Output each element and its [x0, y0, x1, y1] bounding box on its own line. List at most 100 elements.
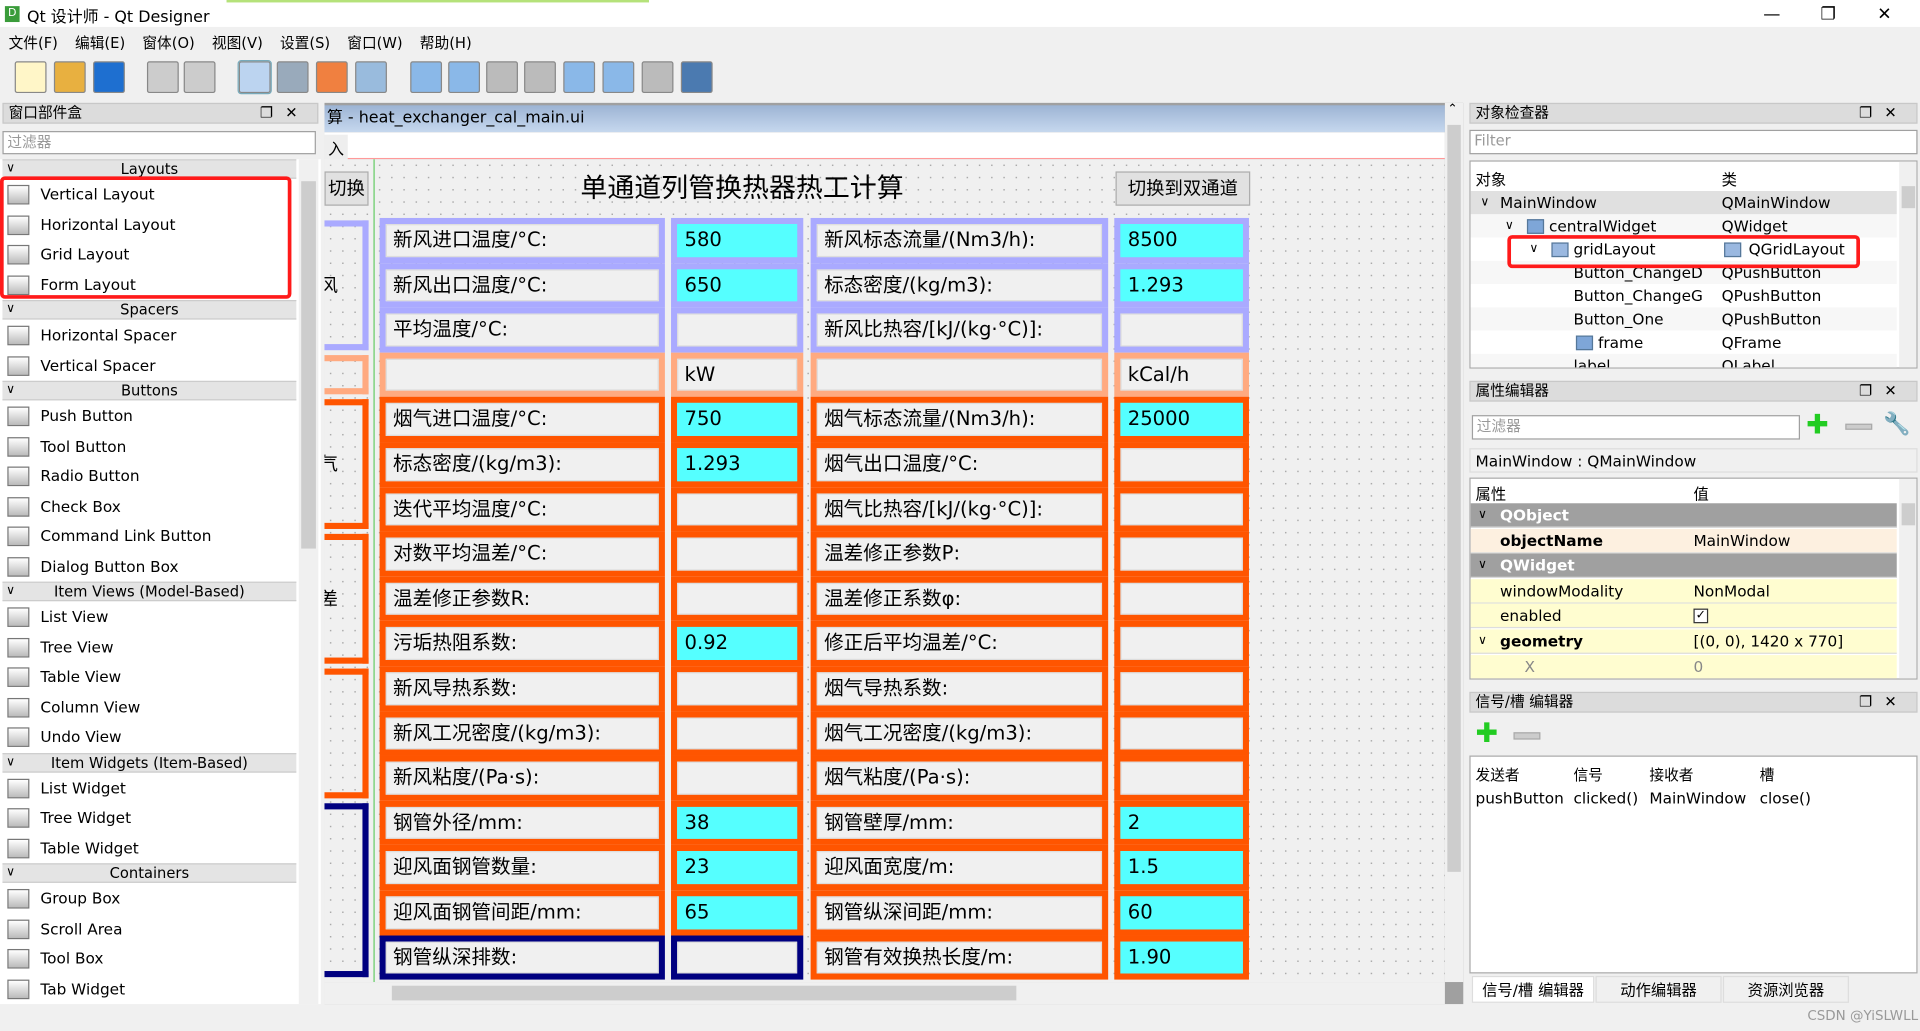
value-input[interactable]: 580 — [677, 224, 798, 257]
value-input[interactable] — [1120, 313, 1243, 347]
widget-filter-input[interactable]: 过滤器 — [2, 131, 316, 155]
value-input[interactable]: 38 — [677, 806, 798, 840]
property-row[interactable]: objectName MainWindow — [1470, 528, 1897, 553]
widget-item[interactable]: Vertical Spacer — [7, 352, 156, 379]
widget-item[interactable]: List Widget — [7, 774, 126, 801]
chevron-down-icon[interactable]: ∨ — [1477, 634, 1487, 648]
layout-vertical-icon[interactable] — [448, 61, 481, 94]
send-to-back-icon[interactable] — [146, 61, 179, 94]
dock-float-close-icons[interactable]: ❐✕ — [1859, 382, 1909, 400]
menu-item[interactable]: 窗体(O) — [142, 34, 195, 52]
value-input[interactable] — [677, 941, 798, 974]
save-icon[interactable] — [93, 61, 125, 94]
chevron-down-icon[interactable]: ∨ — [1477, 558, 1487, 573]
remove-connection-icon[interactable] — [1513, 732, 1541, 740]
value-field[interactable]: 1.293 — [671, 442, 804, 487]
object-tree-row[interactable]: ∨ centralWidget QWidget — [1470, 214, 1897, 238]
menu-item[interactable]: 帮助(H) — [419, 34, 472, 52]
value-field[interactable] — [1114, 486, 1249, 532]
value-field[interactable]: 750 — [671, 397, 804, 443]
widget-section-item-views-model-based-[interactable]: ∨ Item Views (Model-Based) — [2, 581, 297, 602]
object-filter-input[interactable]: Filter — [1469, 129, 1918, 155]
configure-wrench-icon[interactable]: 🔧 — [1883, 411, 1911, 438]
value-input[interactable] — [677, 672, 798, 705]
enabled-checkbox[interactable]: ✓ — [1693, 609, 1709, 624]
value-input[interactable] — [1120, 717, 1243, 750]
value-field[interactable]: 650 — [671, 262, 804, 308]
value-field[interactable] — [671, 576, 804, 622]
value-field[interactable] — [671, 935, 804, 980]
value-field[interactable] — [671, 486, 804, 532]
bottom-tab[interactable]: 动作编辑器 — [1595, 975, 1722, 1003]
value-input[interactable]: 65 — [677, 896, 798, 929]
widget-item[interactable]: Tool Button — [7, 433, 126, 460]
value-field[interactable]: kW — [671, 352, 804, 398]
chevron-down-icon[interactable]: ∨ — [6, 302, 16, 316]
value-input[interactable]: 1.293 — [677, 448, 798, 481]
value-input[interactable] — [1120, 582, 1243, 616]
value-input[interactable] — [1120, 627, 1243, 660]
edit-signals-slots-icon[interactable] — [276, 61, 309, 94]
value-field[interactable]: 65 — [671, 890, 804, 936]
object-tree-row[interactable]: Button_ChangeG QPushButton — [1470, 284, 1897, 308]
property-value[interactable]: [(0, 0), 1420 x 770] — [1693, 631, 1844, 651]
widget-item[interactable]: Group Box — [7, 885, 120, 912]
value-field[interactable] — [671, 307, 804, 353]
widget-item[interactable]: Tab Widget — [7, 975, 125, 1002]
bring-to-front-icon[interactable] — [183, 61, 216, 94]
value-input[interactable] — [1120, 761, 1243, 795]
value-field[interactable] — [671, 531, 804, 577]
property-scrollbar[interactable] — [1899, 478, 1917, 679]
value-input[interactable]: 1.5 — [1120, 851, 1243, 885]
property-group[interactable]: ∨ QWidget — [1470, 553, 1897, 579]
property-value[interactable]: MainWindow — [1693, 530, 1791, 550]
minimize-button[interactable]: — — [1763, 4, 1781, 25]
add-property-icon[interactable]: ✚ — [1806, 410, 1829, 441]
value-input[interactable] — [677, 761, 798, 795]
chevron-down-icon[interactable]: ∨ — [1480, 195, 1490, 210]
value-field[interactable]: 2 — [1114, 800, 1249, 846]
dock-float-close-icons[interactable]: ❐✕ — [1859, 693, 1909, 711]
value-field[interactable] — [1114, 531, 1249, 577]
property-row[interactable]: ∨ geometry [(0, 0), 1420 x 770] — [1470, 629, 1897, 654]
widget-item[interactable]: Column View — [7, 694, 140, 721]
connection-cell[interactable]: MainWindow — [1649, 788, 1747, 807]
value-field[interactable]: 60 — [1114, 890, 1249, 936]
widget-section-spacers[interactable]: ∨ Spacers — [2, 300, 297, 320]
chevron-down-icon[interactable]: ∨ — [1504, 219, 1514, 233]
switch-left-button[interactable]: 切换 — [324, 171, 369, 206]
value-input[interactable]: 8500 — [1120, 224, 1243, 257]
value-input[interactable]: 1.293 — [1120, 268, 1243, 302]
value-input[interactable] — [677, 313, 798, 347]
dock-float-close-icons[interactable]: ❐✕ — [1859, 104, 1909, 122]
property-filter-input[interactable]: 过滤器 — [1471, 415, 1801, 440]
layout-grid-icon[interactable] — [563, 61, 596, 94]
widget-item[interactable]: Push Button — [7, 403, 133, 430]
new-file-icon[interactable] — [14, 61, 47, 94]
dock-float-close-icons[interactable]: ❐✕ — [259, 104, 310, 122]
chevron-down-icon[interactable]: ∨ — [1477, 508, 1487, 522]
chevron-down-icon[interactable]: ∨ — [6, 865, 16, 880]
value-input[interactable]: 0.92 — [677, 627, 798, 660]
layout-horizontal-icon[interactable] — [410, 61, 443, 94]
form-horizontal-scrollbar[interactable] — [324, 982, 1445, 1005]
chevron-down-icon[interactable]: ∨ — [6, 161, 16, 176]
value-input[interactable] — [677, 582, 798, 616]
widget-item[interactable]: Table Widget — [7, 834, 139, 861]
edit-tab-order-icon[interactable] — [355, 61, 387, 94]
value-field[interactable] — [671, 755, 804, 801]
value-field[interactable]: 23 — [671, 845, 804, 891]
widget-item[interactable]: Vertical Layout — [7, 181, 155, 208]
connection-cell[interactable]: clicked() — [1573, 788, 1639, 807]
value-input[interactable] — [1120, 537, 1243, 571]
widget-section-buttons[interactable]: ∨ Buttons — [2, 380, 297, 401]
value-field[interactable] — [1114, 621, 1249, 667]
widget-item[interactable]: List View — [7, 604, 108, 631]
form-vertical-scrollbar[interactable]: ⌃ — [1444, 102, 1464, 983]
widget-item[interactable]: Tree View — [7, 634, 113, 661]
value-input[interactable] — [1120, 448, 1243, 481]
switch-dual-channel-button[interactable]: 切换到双通道 — [1115, 171, 1251, 206]
value-input[interactable] — [1120, 672, 1243, 705]
chevron-down-icon[interactable]: ∨ — [6, 383, 16, 397]
property-row[interactable]: windowModality NonModal — [1470, 578, 1897, 604]
